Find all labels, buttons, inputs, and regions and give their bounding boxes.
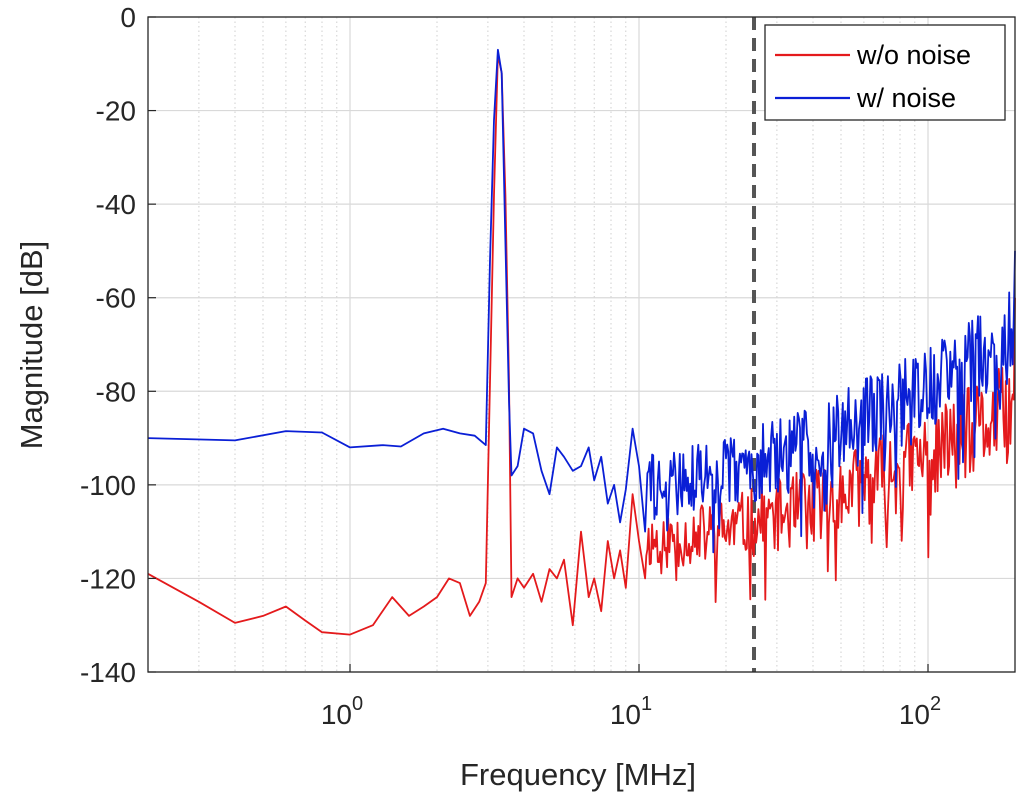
axes-box bbox=[147, 16, 1016, 673]
y-tick-label: 0 bbox=[120, 2, 136, 33]
y-tick-label: -140 bbox=[80, 657, 136, 688]
y-tick-label: -60 bbox=[96, 283, 136, 314]
y-tick-label: -20 bbox=[96, 96, 136, 127]
y-tick-label: -40 bbox=[96, 189, 136, 220]
series-line-wo-noise bbox=[147, 53, 1016, 636]
y-tick-label: -100 bbox=[80, 470, 136, 501]
legend-label-wo-noise: w/o noise bbox=[856, 40, 971, 70]
x-axis-label: Frequency [MHz] bbox=[460, 757, 696, 792]
legend-box bbox=[764, 24, 1006, 121]
x-tick-label: 102 bbox=[899, 693, 941, 730]
grid-lines bbox=[148, 16, 1015, 673]
series-line-w-noise bbox=[147, 48, 1016, 554]
x-tick-label: 100 bbox=[321, 693, 363, 730]
axis-ticks: 100 101 102 0 -20 -40 -60 -80 -100 -120 -140 bbox=[80, 2, 941, 730]
y-tick-label: -80 bbox=[96, 376, 136, 407]
legend-label-w-noise: w/ noise bbox=[856, 83, 956, 113]
x-tick-label: 101 bbox=[610, 693, 652, 730]
y-tick-label: -120 bbox=[80, 563, 136, 594]
series-lines bbox=[147, 48, 1016, 636]
y-axis-label: Magnitude [dB] bbox=[14, 241, 49, 450]
legend: w/o noise w/ noise bbox=[764, 24, 1006, 121]
